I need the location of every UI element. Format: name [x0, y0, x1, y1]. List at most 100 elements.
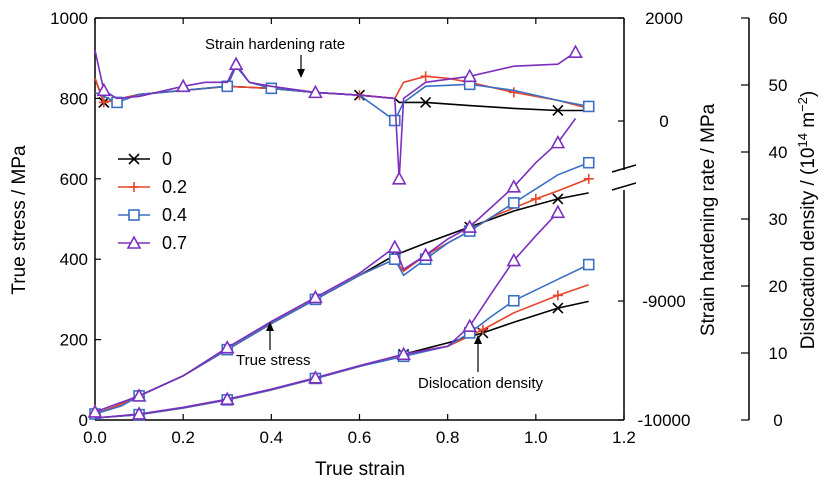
y-left-tick-label: 1000	[50, 9, 88, 28]
annotation-arrow-head	[474, 335, 482, 344]
stress-marker	[530, 193, 541, 204]
stress-line	[94, 118, 577, 413]
dislocation-marker	[582, 258, 595, 271]
y-right2-tick-label: 60	[769, 9, 788, 28]
x-tick-label: 0.0	[83, 428, 107, 447]
stress-marker	[582, 156, 595, 169]
x-tick-label: 0.8	[436, 428, 460, 447]
annotation-arrow-head	[297, 69, 305, 78]
legend-marker	[128, 153, 140, 165]
dislocation-marker	[550, 204, 566, 219]
y-right1-tick-label: -10000	[638, 411, 691, 430]
hardening-marker	[582, 100, 595, 113]
y-left-tick-label: 800	[60, 89, 88, 108]
hardening-marker	[568, 44, 583, 58]
x-tick-label: 1.0	[524, 428, 548, 447]
dislocation-marker	[552, 290, 563, 301]
x-tick-label: 0.4	[260, 428, 284, 447]
stress-marker	[550, 134, 566, 149]
y-axis-right2-title-part1: Dislocation density / (10	[798, 148, 819, 350]
dislocation-marker	[308, 370, 323, 384]
annotation-arrow-head	[266, 322, 274, 331]
y-axis-right2-title: Dislocation density / (1014 m−2)	[795, 91, 819, 349]
hardening-marker	[391, 171, 407, 185]
dislocation-marker	[507, 294, 520, 307]
stress-marker	[131, 388, 147, 402]
legend-label: 0	[162, 149, 172, 169]
y-axis-right2-title-exp2: −2	[795, 97, 810, 112]
dislocation-line	[94, 263, 590, 419]
dislocation-marker	[552, 302, 564, 314]
legend-label: 0.4	[162, 205, 187, 225]
y-axis-right2-title-exp1: 14	[795, 133, 810, 147]
series-0.7	[87, 44, 583, 420]
hardening-line	[94, 50, 576, 179]
y-axis-right2-title-part2: m	[798, 112, 819, 133]
hardening-marker	[462, 68, 478, 83]
y-right2-tick-label: 40	[769, 143, 788, 162]
hardening-marker	[228, 56, 244, 71]
y-axis-left-title: True stress / MPa	[9, 145, 30, 295]
y-right2-tick-label: 50	[769, 76, 788, 95]
x-axis-title: True strain	[315, 459, 405, 480]
x-tick-label: 0.2	[171, 428, 195, 447]
legend-item-0.2: 0.2	[118, 177, 187, 197]
legend: 0 0.2 0.4 0.7	[118, 149, 187, 253]
dislocation-line	[94, 300, 589, 419]
stress-marker	[87, 404, 103, 418]
y-axis-right2-title-part3: )	[798, 91, 819, 97]
hardening-marker	[96, 82, 112, 97]
hardening-marker	[420, 71, 431, 82]
legend-label: 0.7	[162, 233, 187, 253]
stress-marker	[507, 197, 520, 209]
legend-label: 0.2	[162, 177, 187, 197]
stress-marker	[462, 219, 478, 233]
x-tick-label: 0.6	[348, 428, 372, 447]
dislocation-marker	[462, 318, 478, 333]
legend-item-0.4: 0.4	[118, 205, 187, 225]
dislocation-marker	[219, 391, 235, 406]
y-right2-tick-label: 0	[773, 411, 782, 430]
y-right2-tick-label: 30	[769, 210, 788, 229]
hardening-marker	[552, 104, 564, 117]
hardening-marker	[175, 78, 191, 93]
y-left-tick-label: 0	[79, 411, 88, 430]
stress-marker	[583, 173, 594, 184]
axis-break-mark	[611, 182, 637, 191]
hardening-marker	[98, 97, 109, 108]
stress-marker	[308, 289, 323, 304]
legend-marker	[126, 235, 142, 249]
y-right1-tick-label: 0	[659, 112, 668, 131]
y-right1-tick-label: -9000	[642, 292, 685, 311]
annotation-true-stress: True stress	[236, 352, 310, 369]
stress-marker	[506, 179, 522, 193]
annotation-dislocation: Dislocation density	[418, 375, 544, 392]
dislocation-marker	[131, 406, 147, 420]
y-right2-tick-label: 20	[769, 277, 788, 296]
y-right1-tick-label: 2000	[645, 9, 683, 28]
stress-marker	[219, 339, 235, 354]
y-left-tick-label: 400	[60, 250, 88, 269]
y-left-tick-label: 200	[60, 331, 88, 350]
hardening-marker	[111, 96, 123, 109]
hardening-marker	[308, 84, 323, 99]
stress-marker	[387, 239, 403, 253]
hardening-marker	[388, 114, 401, 127]
dislocation-marker	[477, 324, 488, 335]
stress-marker	[418, 247, 433, 261]
dislocation-marker	[396, 346, 411, 361]
legend-item-0: 0	[118, 149, 172, 169]
axis-break-mark	[611, 164, 637, 173]
hardening-marker	[265, 82, 278, 95]
y-axis-right1-title: Strain hardening rate / MPa	[698, 103, 719, 336]
legend-marker	[128, 209, 140, 221]
hardening-marker	[420, 96, 432, 108]
y-left-tick-label: 600	[60, 170, 88, 189]
legend-item-0.7: 0.7	[118, 233, 187, 253]
stress-marker	[552, 193, 564, 205]
hardening-marker	[508, 87, 519, 98]
annotation-strain-hardening: Strain hardening rate	[205, 36, 345, 53]
legend-marker	[129, 182, 139, 192]
